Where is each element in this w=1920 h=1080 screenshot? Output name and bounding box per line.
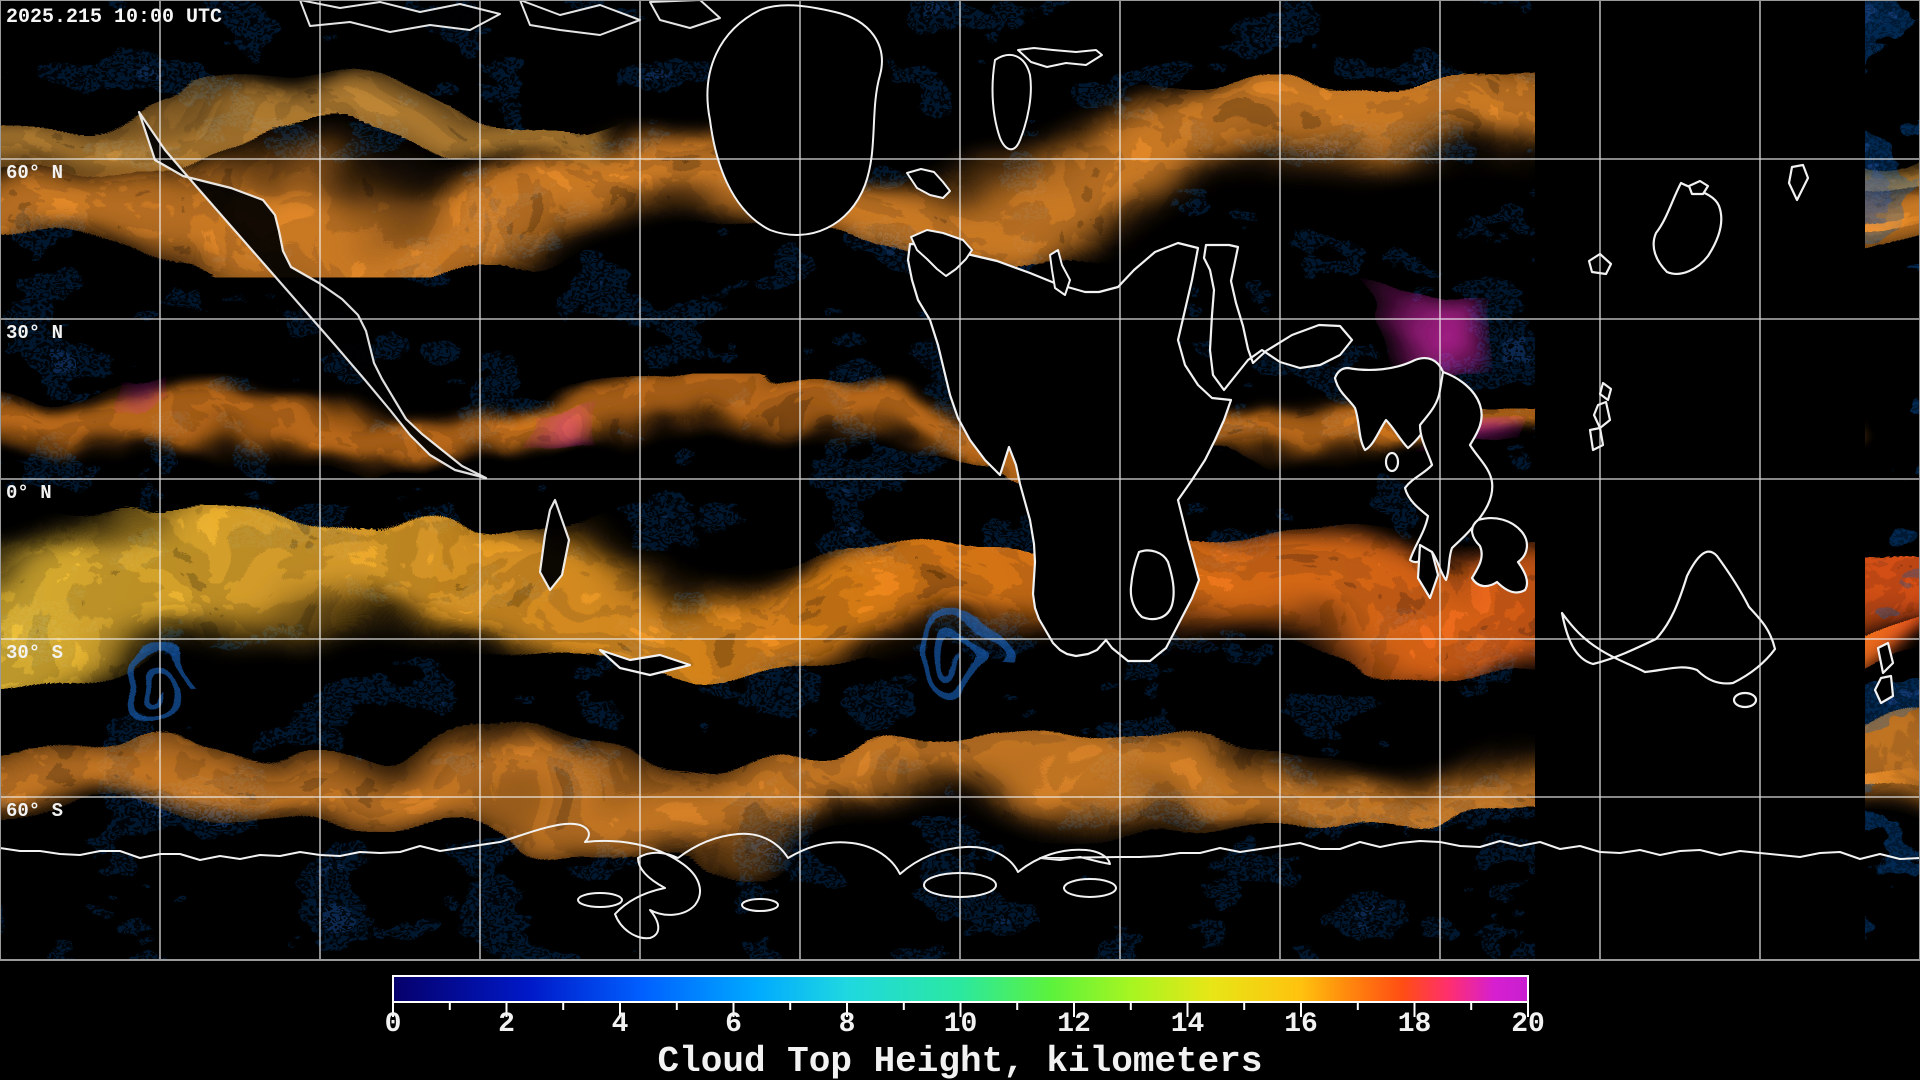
svg-text:18: 18	[1398, 1009, 1432, 1040]
svg-text:2025.215 10:00 UTC: 2025.215 10:00 UTC	[6, 6, 222, 29]
svg-text:6: 6	[725, 1009, 742, 1040]
svg-text:16: 16	[1284, 1009, 1318, 1040]
svg-text:0: 0	[385, 1009, 402, 1040]
svg-text:20: 20	[1511, 1009, 1545, 1040]
svg-text:2: 2	[498, 1009, 515, 1040]
svg-text:8: 8	[839, 1009, 856, 1040]
svg-text:4: 4	[612, 1009, 629, 1040]
svg-text:12: 12	[1057, 1009, 1091, 1040]
svg-text:10: 10	[944, 1009, 978, 1040]
svg-text:0° N: 0° N	[6, 482, 52, 504]
svg-text:60° N: 60° N	[6, 162, 63, 184]
svg-text:60° S: 60° S	[6, 800, 63, 822]
svg-text:14: 14	[1171, 1009, 1205, 1040]
svg-text:30° S: 30° S	[6, 642, 63, 664]
svg-text:30° N: 30° N	[6, 322, 63, 344]
svg-text:Cloud Top Height, kilometers: Cloud Top Height, kilometers	[658, 1041, 1263, 1080]
